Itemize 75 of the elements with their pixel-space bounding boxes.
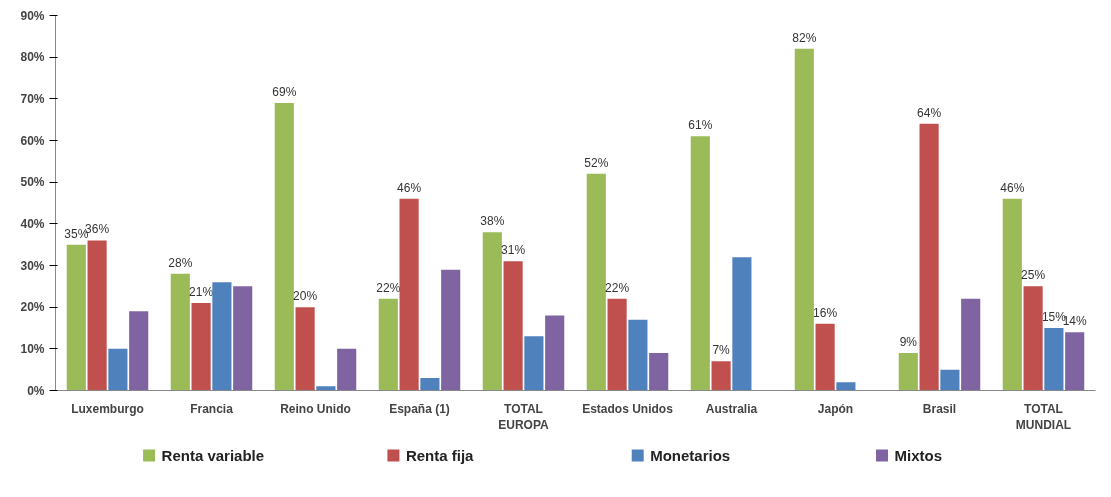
y-tick-label: 40% (20, 216, 45, 231)
bar (524, 336, 544, 391)
x-tick-label: Australia (705, 401, 758, 416)
bar (191, 303, 211, 391)
bar (503, 261, 523, 391)
bar (108, 348, 128, 391)
bar (711, 361, 731, 391)
x-tick-label: Estados Unidos (582, 401, 674, 416)
y-tick-label: 10% (20, 341, 45, 356)
bar (295, 307, 315, 391)
bar (337, 348, 357, 391)
bar (794, 48, 814, 391)
x-tick-label: España (1) (389, 401, 450, 416)
bar (1023, 286, 1043, 391)
data-label: 82% (792, 30, 817, 45)
data-label: 52% (584, 155, 609, 170)
bar (87, 240, 107, 391)
bar (441, 269, 461, 391)
bar (940, 369, 960, 391)
bar (233, 286, 253, 391)
bar (1065, 332, 1085, 391)
legend-label: Monetarios (650, 447, 731, 464)
data-label: 46% (397, 180, 422, 195)
bar (628, 319, 648, 391)
bar (66, 244, 86, 391)
bar (1002, 198, 1022, 391)
y-tick-label: 50% (20, 175, 45, 190)
bar (649, 353, 669, 391)
data-label: 69% (272, 84, 297, 99)
bar (1044, 328, 1064, 391)
bar (961, 298, 981, 391)
legend-label: Renta fija (405, 447, 475, 464)
bar (815, 323, 835, 391)
y-tick-label: 70% (20, 91, 45, 106)
bar (316, 386, 336, 391)
bar (607, 298, 627, 391)
bar (170, 273, 190, 391)
legend-label: Mixtos (894, 447, 942, 464)
x-tick-label: TOTAL MUNDIAL (1015, 401, 1072, 433)
y-tick-label: 0% (27, 383, 45, 398)
data-label: 38% (480, 214, 505, 228)
bar (898, 353, 918, 391)
x-tick-label: Francia (190, 401, 234, 416)
bar (399, 198, 419, 391)
data-label: 61% (688, 118, 713, 133)
bar (690, 136, 710, 391)
x-tick-label: Brasil (922, 401, 957, 416)
bar (836, 382, 856, 391)
bar (482, 232, 502, 391)
x-tick-label: Japón (817, 401, 854, 416)
y-tick-label: 20% (20, 300, 45, 315)
data-label: 7% (712, 343, 731, 358)
bar (378, 298, 398, 391)
legend-label: Renta variable (161, 447, 265, 464)
data-label: 28% (168, 255, 193, 270)
bar (420, 378, 440, 391)
data-label: 46% (1000, 180, 1025, 195)
y-tick-label: 60% (20, 133, 45, 148)
y-tick-label: 30% (20, 258, 45, 273)
x-tick-label: TOTAL EUROPA (498, 401, 550, 433)
x-tick-label: Reino Unido (280, 401, 351, 416)
data-label: 16% (813, 305, 838, 320)
bar (129, 311, 149, 391)
x-tick-label: Luxemburgo (71, 401, 144, 416)
y-tick-label: 90% (20, 8, 45, 23)
data-label: 22% (376, 280, 401, 295)
bar (545, 315, 565, 391)
data-label: 9% (899, 334, 918, 349)
bar (274, 103, 294, 391)
bar (212, 282, 232, 391)
bar (919, 123, 939, 391)
data-label: 64% (917, 105, 942, 120)
bar (732, 257, 752, 391)
y-tick-label: 80% (20, 50, 45, 65)
bar (586, 173, 606, 391)
